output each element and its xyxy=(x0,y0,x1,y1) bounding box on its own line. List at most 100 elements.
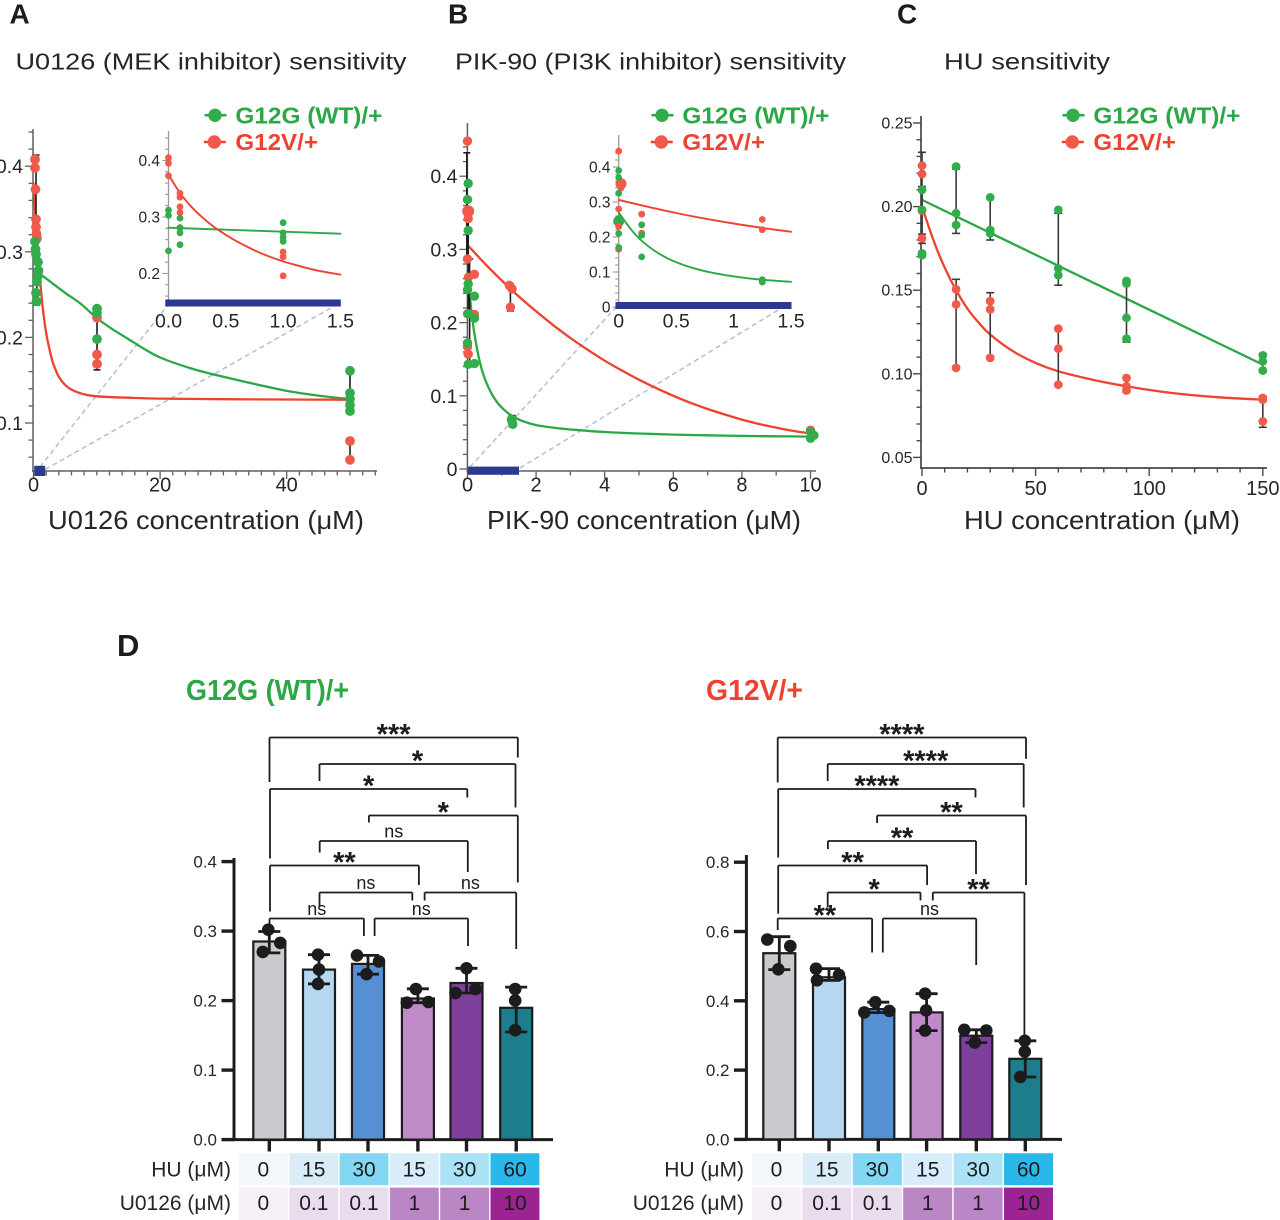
svg-text:0.1: 0.1 xyxy=(589,265,611,282)
svg-text:10: 10 xyxy=(503,1192,526,1215)
svg-text:**: ** xyxy=(814,900,837,932)
svg-text:0.10: 0.10 xyxy=(881,366,912,383)
svg-text:0.0: 0.0 xyxy=(706,1130,730,1149)
svg-text:0: 0 xyxy=(258,1192,270,1215)
svg-text:G12G (WT)/+: G12G (WT)/+ xyxy=(682,103,829,129)
svg-text:U0126 (μM): U0126 (μM) xyxy=(633,1192,744,1215)
svg-text:0.2: 0.2 xyxy=(193,992,217,1011)
svg-text:0.4: 0.4 xyxy=(193,853,217,872)
svg-text:A: A xyxy=(10,0,30,30)
svg-text:10: 10 xyxy=(1017,1192,1040,1215)
svg-text:1.5: 1.5 xyxy=(327,311,354,333)
svg-text:G12G (WT)/+: G12G (WT)/+ xyxy=(186,675,349,707)
svg-text:0.2: 0.2 xyxy=(706,1061,730,1080)
svg-text:0.0: 0.0 xyxy=(155,311,182,333)
svg-text:1.0: 1.0 xyxy=(270,311,297,333)
svg-text:15: 15 xyxy=(815,1159,838,1182)
svg-text:0: 0 xyxy=(447,459,458,481)
svg-text:0.3: 0.3 xyxy=(589,195,611,212)
svg-text:*: * xyxy=(412,746,424,778)
svg-text:0.4: 0.4 xyxy=(138,153,160,170)
svg-text:*: * xyxy=(438,797,450,829)
svg-text:10: 10 xyxy=(799,475,821,497)
svg-text:0.3: 0.3 xyxy=(0,242,23,264)
svg-text:30: 30 xyxy=(966,1159,989,1182)
svg-text:G12V/+: G12V/+ xyxy=(706,675,803,707)
svg-text:0.15: 0.15 xyxy=(881,283,912,300)
svg-text:15: 15 xyxy=(916,1159,939,1182)
svg-text:ns: ns xyxy=(356,873,375,893)
svg-text:0: 0 xyxy=(916,478,927,500)
svg-text:0.8: 0.8 xyxy=(706,853,730,872)
svg-text:1.5: 1.5 xyxy=(778,311,805,333)
svg-text:1: 1 xyxy=(972,1192,984,1215)
svg-text:HU sensitivity: HU sensitivity xyxy=(944,49,1111,75)
svg-text:0.25: 0.25 xyxy=(881,116,912,133)
svg-text:**: ** xyxy=(841,847,864,879)
svg-text:0.1: 0.1 xyxy=(349,1192,378,1215)
svg-text:0.6: 0.6 xyxy=(706,923,730,942)
svg-text:0: 0 xyxy=(258,1159,270,1182)
svg-text:0.05: 0.05 xyxy=(881,450,912,467)
svg-text:HU (μM): HU (μM) xyxy=(151,1159,231,1182)
svg-text:0.3: 0.3 xyxy=(193,922,217,941)
svg-text:0.2: 0.2 xyxy=(138,266,160,283)
svg-text:4: 4 xyxy=(599,475,610,497)
svg-text:20: 20 xyxy=(149,475,171,497)
svg-text:**: ** xyxy=(940,797,963,829)
svg-text:1: 1 xyxy=(459,1192,471,1215)
svg-text:0: 0 xyxy=(771,1159,783,1182)
svg-text:0.20: 0.20 xyxy=(881,199,912,216)
svg-text:0.0: 0.0 xyxy=(193,1131,217,1150)
svg-text:1: 1 xyxy=(922,1192,934,1215)
svg-text:ns: ns xyxy=(384,822,403,842)
svg-text:8: 8 xyxy=(736,475,747,497)
svg-text:****: **** xyxy=(903,746,949,778)
svg-text:0.2: 0.2 xyxy=(0,327,23,349)
svg-text:0.1: 0.1 xyxy=(0,413,23,435)
svg-text:G12G (WT)/+: G12G (WT)/+ xyxy=(1093,103,1240,129)
svg-text:0.4: 0.4 xyxy=(430,166,457,188)
svg-text:50: 50 xyxy=(1024,478,1046,500)
svg-text:U0126 (MEK inhibitor) sensitiv: U0126 (MEK inhibitor) sensitivity xyxy=(16,49,408,75)
svg-text:G12V/+: G12V/+ xyxy=(1093,129,1176,155)
svg-text:30: 30 xyxy=(453,1159,476,1182)
svg-text:*: * xyxy=(363,771,375,803)
svg-text:0.1: 0.1 xyxy=(193,1061,217,1080)
svg-text:PIK-90 (PI3K inhibitor) sensit: PIK-90 (PI3K inhibitor) sensitivity xyxy=(455,49,847,75)
svg-text:U0126 concentration (μM): U0126 concentration (μM) xyxy=(48,505,364,535)
svg-text:0.1: 0.1 xyxy=(812,1192,841,1215)
svg-text:***: *** xyxy=(377,719,412,751)
svg-text:C: C xyxy=(897,0,917,30)
svg-text:G12V/+: G12V/+ xyxy=(682,129,765,155)
svg-text:*: * xyxy=(868,874,880,906)
svg-text:0.1: 0.1 xyxy=(863,1192,892,1215)
svg-text:HU (μM): HU (μM) xyxy=(664,1159,744,1182)
svg-text:****: **** xyxy=(854,771,900,803)
svg-text:30: 30 xyxy=(866,1159,889,1182)
svg-text:0.1: 0.1 xyxy=(299,1192,328,1215)
svg-text:****: **** xyxy=(879,719,925,751)
svg-text:0.1: 0.1 xyxy=(430,386,457,408)
svg-text:0.3: 0.3 xyxy=(430,239,457,261)
svg-text:0.2: 0.2 xyxy=(589,230,611,247)
svg-text:2: 2 xyxy=(531,475,542,497)
svg-text:U0126 (μM): U0126 (μM) xyxy=(120,1192,231,1215)
svg-text:0: 0 xyxy=(613,311,624,333)
svg-text:0: 0 xyxy=(602,300,611,317)
svg-text:ns: ns xyxy=(461,873,480,893)
svg-text:HU concentration (μM): HU concentration (μM) xyxy=(964,505,1240,535)
svg-text:1: 1 xyxy=(408,1192,420,1215)
svg-text:G12V/+: G12V/+ xyxy=(235,129,318,155)
svg-text:ns: ns xyxy=(920,899,939,919)
svg-text:1: 1 xyxy=(728,311,739,333)
svg-text:15: 15 xyxy=(302,1159,325,1182)
svg-text:0.4: 0.4 xyxy=(0,156,23,178)
svg-text:D: D xyxy=(117,628,139,663)
svg-text:0.5: 0.5 xyxy=(663,311,690,333)
svg-text:60: 60 xyxy=(503,1159,526,1182)
svg-text:0: 0 xyxy=(462,475,473,497)
svg-text:0.2: 0.2 xyxy=(430,313,457,335)
svg-text:150: 150 xyxy=(1246,478,1279,500)
svg-text:ns: ns xyxy=(307,899,326,919)
